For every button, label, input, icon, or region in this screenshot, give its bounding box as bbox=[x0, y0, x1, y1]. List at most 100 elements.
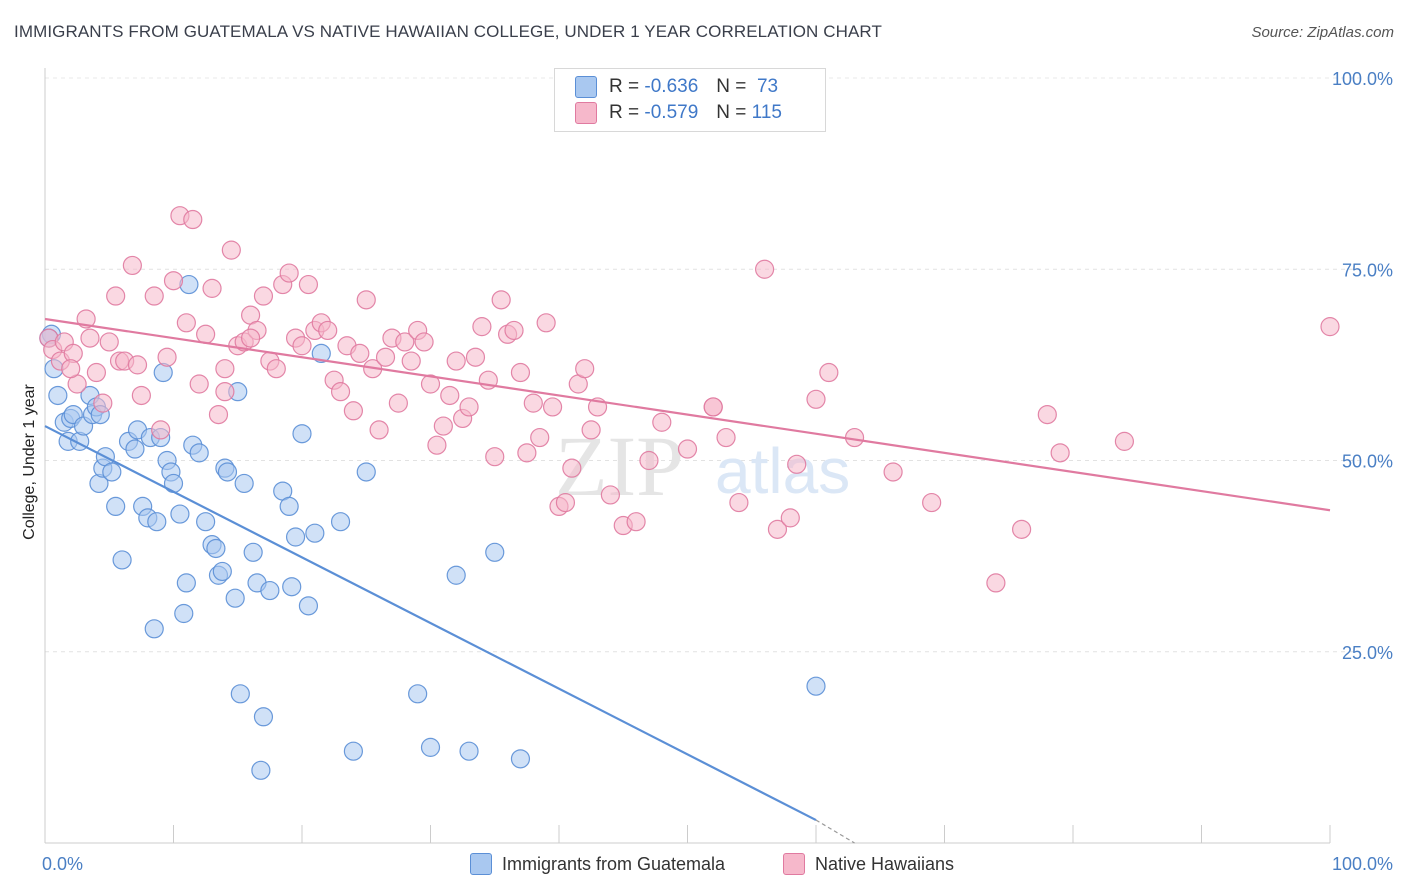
data-point bbox=[780, 508, 800, 528]
x-tick-label: 100.0% bbox=[1332, 854, 1393, 874]
data-point bbox=[716, 427, 736, 448]
legend-row-guatemala: R = -0.636 N = 73 bbox=[575, 75, 778, 99]
data-point bbox=[176, 573, 196, 593]
data-point bbox=[883, 462, 903, 482]
data-point bbox=[189, 443, 209, 463]
watermark: ZIP atlas bbox=[555, 418, 850, 514]
data-point bbox=[504, 320, 524, 341]
legend-n-label: N = bbox=[716, 102, 747, 123]
data-point bbox=[285, 527, 306, 547]
data-point bbox=[292, 336, 312, 356]
legend-swatch-hawaiian bbox=[575, 102, 597, 124]
legend-r-value: -0.579 bbox=[644, 102, 699, 123]
data-point bbox=[298, 596, 319, 616]
grid-lines bbox=[45, 77, 1360, 653]
data-point bbox=[86, 362, 107, 383]
data-point bbox=[330, 382, 351, 402]
data-point bbox=[174, 603, 194, 624]
data-point bbox=[375, 347, 396, 367]
data-point bbox=[472, 317, 492, 337]
data-point bbox=[555, 492, 576, 513]
data-point bbox=[510, 362, 531, 383]
data-point bbox=[1037, 405, 1057, 425]
data-point bbox=[523, 393, 543, 413]
data-point bbox=[806, 676, 826, 696]
data-point bbox=[298, 274, 319, 295]
data-point bbox=[106, 286, 126, 306]
tick-labels: 25.0% 50.0% 75.0% 100.0% 0.0% 100.0% bbox=[42, 69, 1393, 874]
legend-n-value: 73 bbox=[756, 76, 779, 97]
data-point bbox=[600, 485, 621, 505]
bottom-legend-swatch-hawaiian bbox=[783, 853, 805, 875]
data-point bbox=[401, 351, 421, 371]
data-point bbox=[433, 416, 453, 436]
data-point bbox=[459, 397, 479, 417]
data-point bbox=[388, 393, 408, 413]
data-point bbox=[330, 512, 351, 532]
data-point bbox=[703, 397, 723, 417]
bottom-legend-swatch-guatemala bbox=[470, 853, 492, 875]
data-point bbox=[61, 359, 81, 379]
data-point bbox=[1050, 443, 1070, 463]
bottom-legend-label-guatemala: Immigrants from Guatemala bbox=[502, 853, 726, 874]
data-point bbox=[183, 209, 203, 230]
data-point bbox=[369, 420, 389, 440]
data-point bbox=[196, 324, 216, 344]
data-point bbox=[343, 401, 363, 421]
data-point bbox=[420, 374, 441, 394]
data-point bbox=[446, 565, 466, 585]
data-point bbox=[241, 328, 261, 348]
data-point bbox=[292, 424, 312, 444]
data-point bbox=[311, 343, 331, 363]
y-tick-label: 25.0% bbox=[1342, 643, 1393, 663]
y-axis-title: College, Under 1 year bbox=[21, 384, 38, 540]
data-point bbox=[102, 462, 122, 482]
data-point bbox=[485, 542, 505, 562]
data-point bbox=[510, 749, 531, 769]
data-point bbox=[986, 573, 1006, 593]
data-point bbox=[202, 278, 222, 298]
bottom-legend-label-hawaiian: Native Hawaiians bbox=[815, 853, 955, 874]
data-point bbox=[225, 588, 245, 608]
data-point bbox=[1011, 519, 1032, 539]
data-point bbox=[215, 359, 235, 379]
legend-row-hawaiian: R = -0.579 N = 115 bbox=[575, 101, 782, 125]
data-point bbox=[206, 538, 226, 559]
data-point bbox=[230, 684, 250, 704]
series-guatemala-points bbox=[39, 274, 826, 780]
data-point bbox=[754, 259, 775, 279]
chart-source: Source: ZipAtlas.com bbox=[1251, 24, 1394, 41]
trend-line bbox=[44, 425, 817, 822]
data-point bbox=[819, 362, 839, 383]
data-point bbox=[491, 290, 511, 310]
data-point bbox=[575, 359, 595, 379]
data-point bbox=[395, 332, 415, 352]
data-point bbox=[151, 420, 171, 440]
data-point bbox=[217, 462, 238, 482]
data-point bbox=[48, 385, 68, 406]
data-point bbox=[427, 435, 447, 455]
legend-r-label: R = bbox=[609, 102, 640, 123]
data-point bbox=[767, 519, 788, 539]
data-point bbox=[282, 577, 302, 597]
data-point bbox=[99, 332, 119, 352]
legend-r-label: R = bbox=[609, 76, 640, 97]
data-point bbox=[459, 741, 479, 761]
trend-line-extension bbox=[815, 819, 855, 844]
data-point bbox=[356, 290, 376, 310]
data-point bbox=[122, 255, 142, 276]
stats-legend: R = -0.636 N = 73 R = -0.579 N = 115 bbox=[554, 68, 826, 132]
data-point bbox=[80, 328, 100, 348]
data-point bbox=[170, 504, 190, 524]
data-point bbox=[253, 707, 274, 727]
data-point bbox=[305, 523, 325, 543]
data-point bbox=[279, 496, 299, 516]
data-point bbox=[343, 741, 363, 761]
data-point bbox=[251, 760, 271, 780]
data-point bbox=[414, 332, 434, 352]
data-point bbox=[318, 320, 338, 341]
legend-r-value: -0.636 bbox=[644, 76, 699, 97]
y-tick-label: 50.0% bbox=[1342, 452, 1393, 472]
legend-swatch-guatemala bbox=[575, 76, 597, 98]
